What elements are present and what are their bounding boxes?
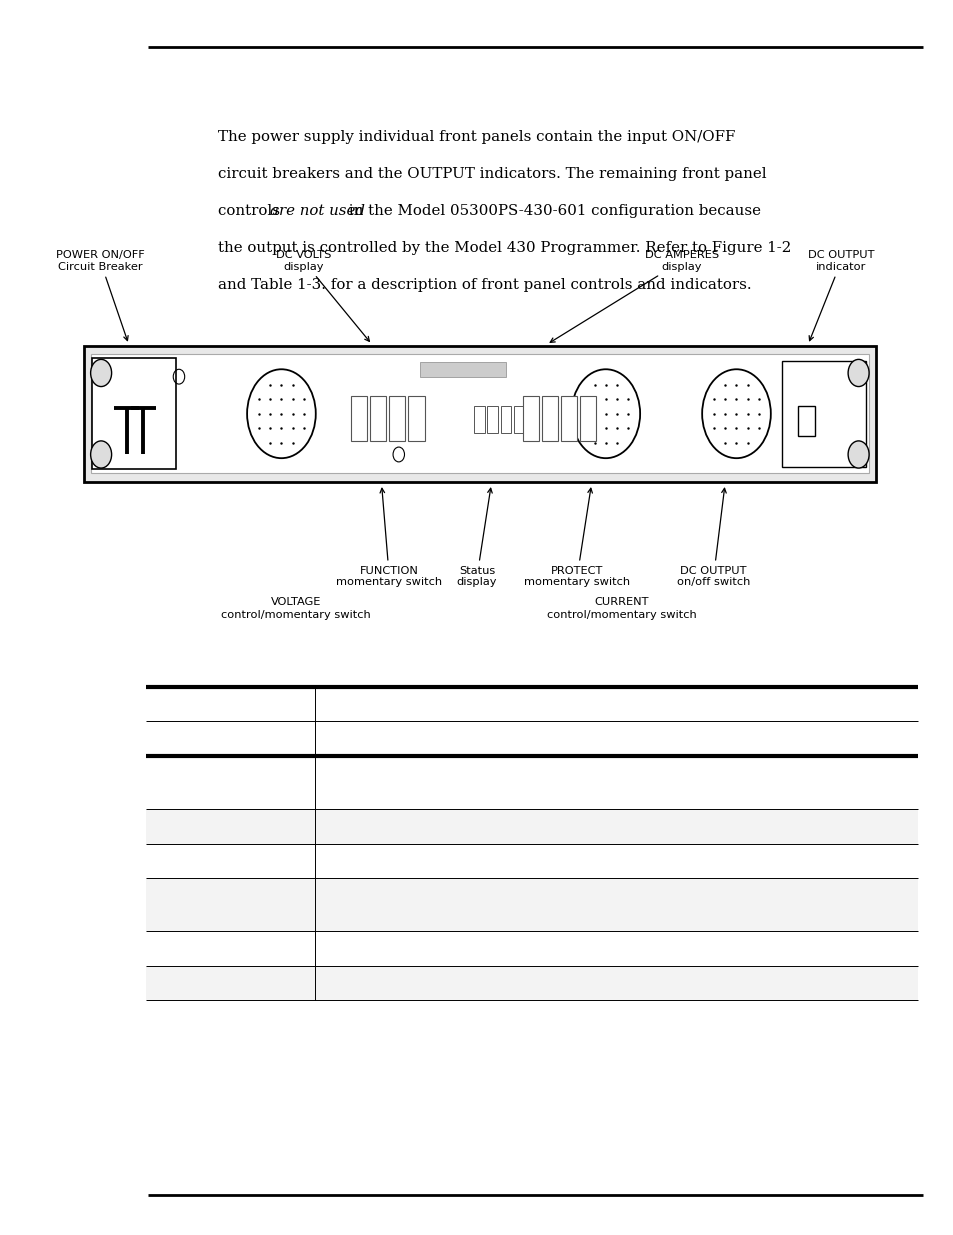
Text: Status
display: Status display <box>456 488 497 587</box>
Text: FUNCTION
momentary switch: FUNCTION momentary switch <box>335 488 442 587</box>
Bar <box>146 809 917 844</box>
Bar <box>408 396 424 441</box>
Bar <box>560 396 577 441</box>
Bar <box>797 406 814 436</box>
Bar <box>84 346 875 482</box>
Bar <box>389 396 405 441</box>
Text: controls: controls <box>217 204 284 217</box>
Text: The power supply individual front panels contain the input ON/OFF: The power supply individual front panels… <box>217 130 734 143</box>
Circle shape <box>91 441 112 468</box>
Bar <box>91 358 175 469</box>
Text: DC OUTPUT
indicator: DC OUTPUT indicator <box>807 251 874 341</box>
Bar <box>541 396 558 441</box>
Text: VOLTAGE
control/momentary switch: VOLTAGE control/momentary switch <box>221 597 370 620</box>
Text: in the Model 05300PS-430-601 configuration because: in the Model 05300PS-430-601 configurati… <box>343 204 760 217</box>
Text: DC AMPERES
display: DC AMPERES display <box>550 251 719 342</box>
Text: CURRENT
control/momentary switch: CURRENT control/momentary switch <box>547 597 696 620</box>
Circle shape <box>847 441 868 468</box>
Bar <box>351 396 367 441</box>
Text: PROTECT
momentary switch: PROTECT momentary switch <box>523 488 630 587</box>
Bar <box>500 406 511 433</box>
Circle shape <box>847 359 868 387</box>
Bar <box>781 361 865 467</box>
Text: are not used: are not used <box>271 204 365 217</box>
Bar <box>579 396 596 441</box>
Bar <box>514 406 524 433</box>
Text: POWER ON/OFF
Circuit Breaker: POWER ON/OFF Circuit Breaker <box>55 251 145 341</box>
Text: DC VOLTS
display: DC VOLTS display <box>275 251 369 341</box>
Text: and Table 1-3. for a description of front panel controls and indicators.: and Table 1-3. for a description of fron… <box>217 278 750 291</box>
Bar <box>146 966 917 1000</box>
Bar <box>419 362 505 377</box>
Text: circuit breakers and the OUTPUT indicators. The remaining front panel: circuit breakers and the OUTPUT indicato… <box>217 167 765 180</box>
Text: DC OUTPUT
on/off switch: DC OUTPUT on/off switch <box>677 488 749 587</box>
Bar <box>91 354 868 473</box>
Text: the output is controlled by the Model 430 Programmer. Refer to Figure 1-2: the output is controlled by the Model 43… <box>217 241 790 254</box>
Bar <box>146 878 917 931</box>
Bar <box>522 396 538 441</box>
Bar <box>370 396 386 441</box>
Bar <box>474 406 484 433</box>
Circle shape <box>91 359 112 387</box>
Bar <box>487 406 497 433</box>
